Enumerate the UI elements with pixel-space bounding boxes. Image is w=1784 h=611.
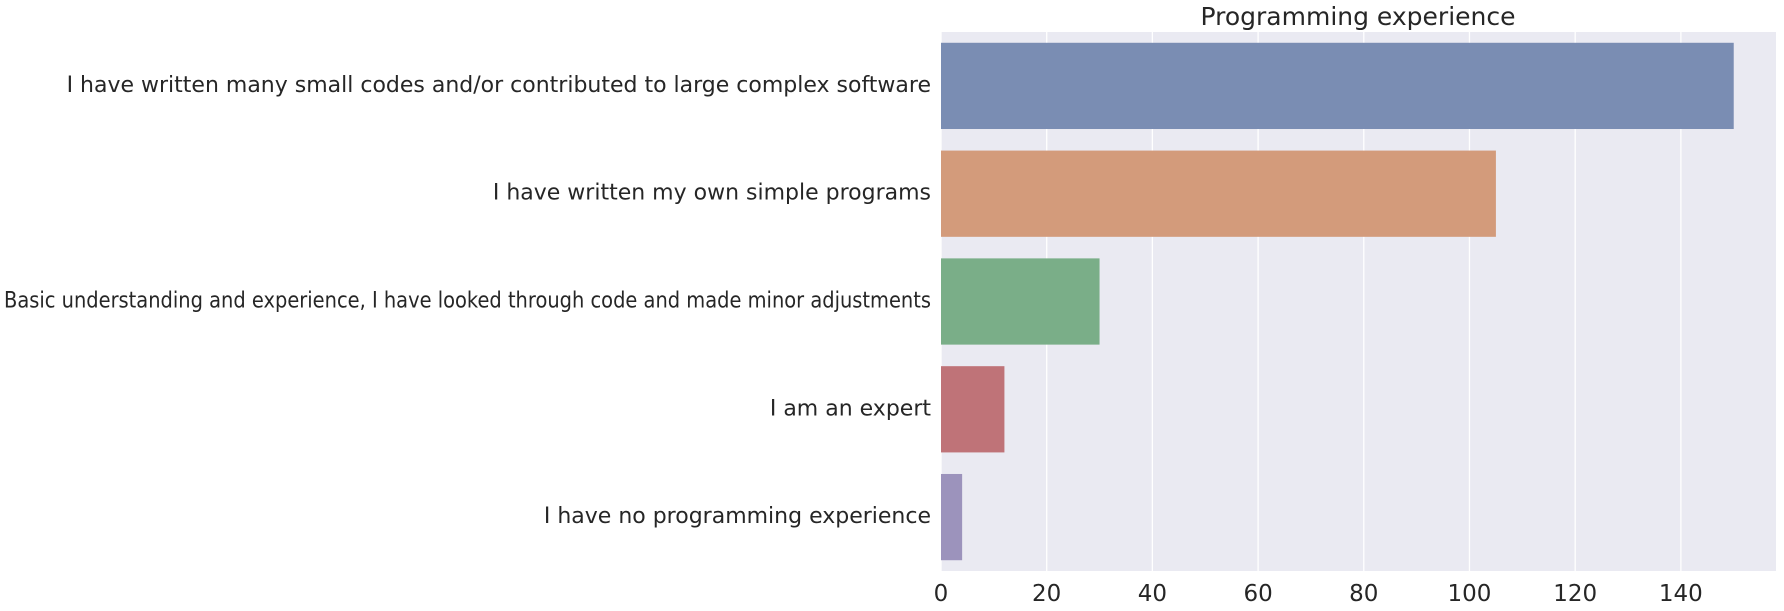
category-label: I have no programming experience — [544, 504, 931, 529]
category-labels: I have written many small codes and/or c… — [4, 73, 931, 529]
x-tick-label: 80 — [1349, 581, 1378, 607]
bar — [941, 258, 1100, 345]
bar — [941, 150, 1496, 237]
x-axis-ticks: 0 20 40 60 80 100 120 140 — [934, 581, 1703, 607]
x-tick-label: 20 — [1032, 581, 1061, 607]
x-tick-label: 140 — [1659, 581, 1703, 607]
x-tick-label: 40 — [1138, 581, 1167, 607]
bar — [941, 366, 1005, 453]
category-label: I have written many small codes and/or c… — [67, 73, 931, 98]
x-tick-label: 0 — [934, 581, 949, 607]
x-tick-label: 60 — [1243, 581, 1272, 607]
x-tick-label: 100 — [1448, 581, 1492, 607]
category-label: I have written my own simple programs — [493, 181, 931, 206]
bars — [941, 42, 1734, 561]
x-tick-label: 120 — [1553, 581, 1597, 607]
chart-title: Programming experience — [1200, 2, 1515, 31]
bar — [941, 42, 1734, 130]
bar — [941, 473, 963, 561]
category-label: I am an expert — [770, 396, 932, 421]
category-label: Basic understanding and experience, I ha… — [4, 289, 931, 314]
